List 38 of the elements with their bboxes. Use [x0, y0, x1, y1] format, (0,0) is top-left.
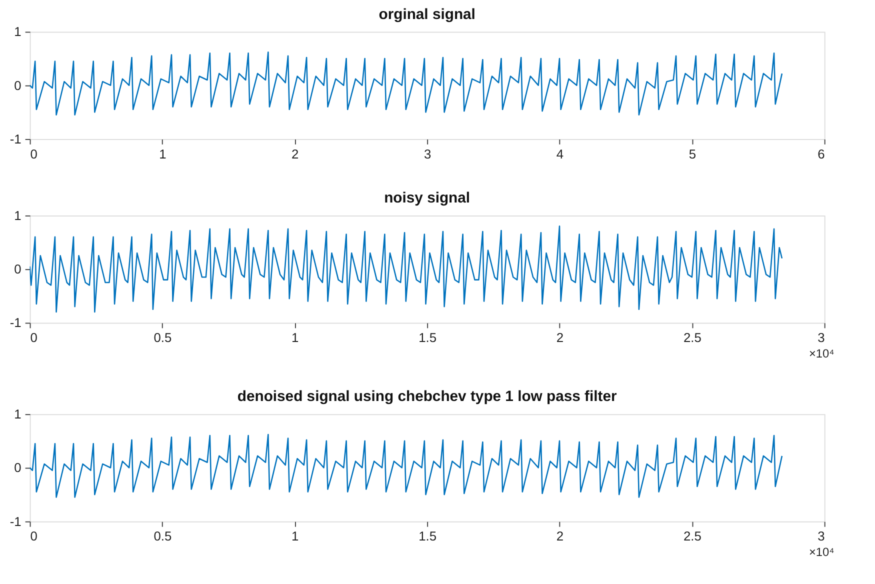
y-tick-label: 1: [14, 406, 22, 422]
x-tick-label: 3: [818, 330, 825, 346]
y-tick-label: 0: [14, 460, 22, 476]
x-tick-label: 0: [30, 330, 38, 346]
chart-title: denoised signal using chebchev type 1 low pass filter: [237, 389, 617, 406]
y-tick-label: -1: [10, 131, 22, 146]
y-tick-label: 0: [14, 78, 22, 93]
x-tick-label: 5: [688, 146, 696, 162]
y-tick-label: -1: [10, 514, 22, 529]
x-tick-label: 2: [292, 146, 299, 162]
x-tick-label: 3: [818, 528, 825, 544]
x-tick-label: 1: [292, 330, 299, 346]
y-tick-label: 1: [14, 208, 22, 223]
x-tick-label: 0: [30, 146, 38, 162]
x-tick-label: 0.5: [154, 330, 172, 346]
x-tick-label: 1.5: [418, 528, 437, 544]
x-tick-label: 3: [424, 146, 432, 162]
line-series: [30, 51, 783, 116]
x-tick-label: 0.5: [154, 528, 172, 544]
x-tick-label: 2: [556, 528, 564, 544]
line-series: [30, 434, 783, 498]
line-series: [30, 226, 783, 313]
y-tick-label: -1: [10, 315, 22, 330]
x-tick-label: 4: [556, 146, 564, 162]
x-tick-label: 1.5: [418, 330, 437, 346]
x-tick-label: 0: [30, 528, 38, 544]
x-tick-label: 2: [556, 330, 564, 346]
chart-title: orginal signal: [378, 6, 476, 23]
x-tick-label: 1: [292, 528, 299, 544]
text: ×10⁴: [808, 545, 834, 560]
y-tick-label: 1: [14, 24, 22, 40]
x-tick-label: 6: [818, 146, 825, 162]
x-tick-label: 1: [159, 146, 166, 162]
y-tick-label: 0: [14, 262, 22, 277]
text: ×10⁴: [808, 346, 834, 360]
chart-title: noisy signal: [384, 190, 470, 207]
x-tick-label: 2.5: [683, 528, 702, 544]
x-tick-label: 2.5: [683, 330, 702, 346]
